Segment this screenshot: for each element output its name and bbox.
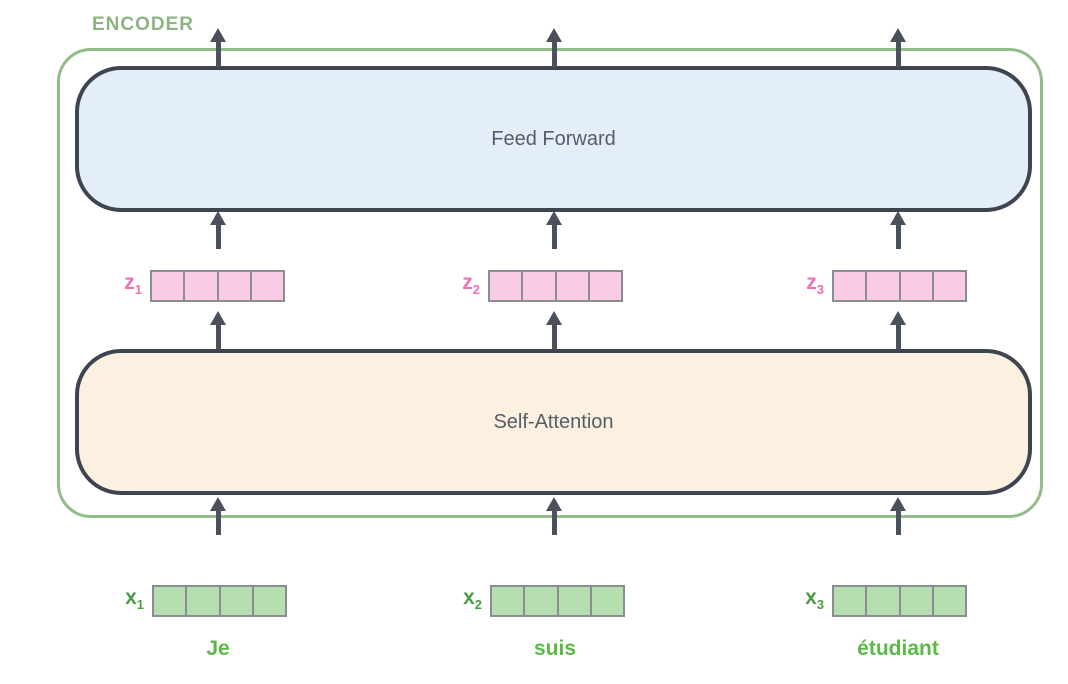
vector-cell <box>249 272 283 300</box>
vector-cell <box>521 272 555 300</box>
x2-label: x2 <box>463 586 482 613</box>
vector-cell <box>185 587 219 615</box>
vector-cell <box>251 587 285 615</box>
encoder-container-box <box>57 48 1043 518</box>
z3-label: z3 <box>806 271 824 298</box>
up-arrow-icon <box>209 497 227 535</box>
self-attention-label: Self-Attention <box>493 410 614 433</box>
vector-cell <box>898 587 932 615</box>
vector-cell <box>834 272 866 300</box>
vector-cell <box>152 272 184 300</box>
z1-vector <box>150 270 285 302</box>
up-arrow-icon <box>545 311 563 350</box>
input-word-3: étudiant <box>857 637 939 660</box>
up-arrow-icon <box>209 28 227 68</box>
z1-label: z1 <box>124 271 142 298</box>
vector-cell <box>554 272 588 300</box>
vector-cell <box>183 272 217 300</box>
vector-cell <box>216 272 250 300</box>
up-arrow-icon <box>209 211 227 249</box>
vector-cell <box>898 272 932 300</box>
x3-label: x3 <box>805 586 824 613</box>
up-arrow-icon <box>209 311 227 350</box>
up-arrow-icon <box>545 211 563 249</box>
vector-cell <box>931 272 965 300</box>
feed-forward-label: Feed Forward <box>491 127 616 150</box>
vector-cell <box>490 272 522 300</box>
vector-cell <box>556 587 590 615</box>
vector-cell <box>587 272 621 300</box>
up-arrow-icon <box>889 311 907 350</box>
self-attention-block: Self-Attention <box>75 349 1032 495</box>
input-word-2: suis <box>533 637 577 660</box>
vector-cell <box>523 587 557 615</box>
up-arrow-icon <box>545 28 563 68</box>
up-arrow-icon <box>889 497 907 535</box>
vector-cell <box>589 587 623 615</box>
feed-forward-block: Feed Forward <box>75 66 1032 212</box>
vector-cell <box>834 587 866 615</box>
z2-label: z2 <box>462 271 480 298</box>
vector-cell <box>154 587 186 615</box>
vector-cell <box>218 587 252 615</box>
x1-label: x1 <box>125 586 144 613</box>
up-arrow-icon <box>545 497 563 535</box>
vector-cell <box>865 272 899 300</box>
x3-vector <box>832 585 967 617</box>
z3-vector <box>832 270 967 302</box>
z2-vector <box>488 270 623 302</box>
up-arrow-icon <box>889 211 907 249</box>
x2-vector <box>490 585 625 617</box>
vector-cell <box>492 587 524 615</box>
up-arrow-icon <box>889 28 907 68</box>
input-word-1: Je <box>206 637 230 660</box>
vector-cell <box>865 587 899 615</box>
vector-cell <box>931 587 965 615</box>
x1-vector <box>152 585 287 617</box>
encoder-label: ENCODER <box>92 14 195 35</box>
